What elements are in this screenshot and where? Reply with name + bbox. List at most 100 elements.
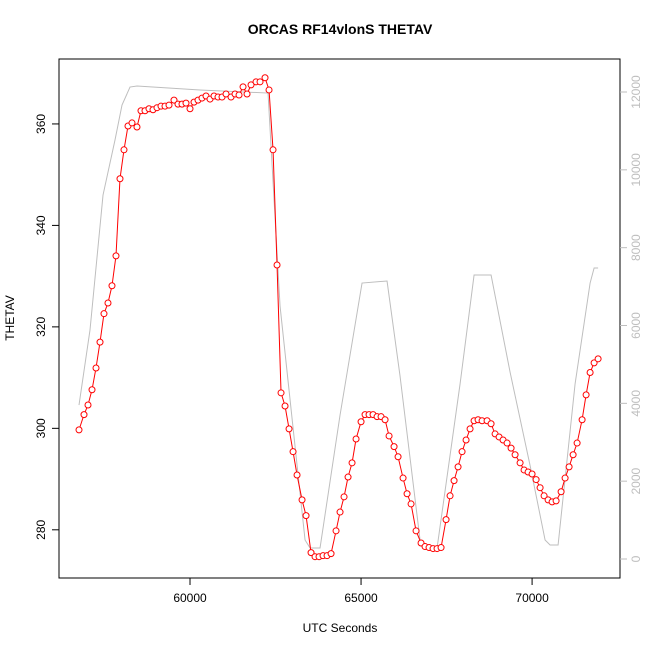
data-point [578, 416, 586, 424]
data-point [385, 432, 393, 440]
data-point [507, 444, 515, 452]
data-point [256, 78, 264, 86]
data-point [582, 391, 590, 399]
y2-tick-label: 8000 [629, 234, 643, 261]
y-tick-label: 320 [34, 317, 48, 337]
data-point [112, 252, 120, 260]
data-point [96, 338, 104, 346]
data-point [552, 497, 560, 505]
data-point [307, 549, 315, 557]
data-point [586, 369, 594, 377]
y2-tick-label: 4000 [629, 390, 643, 417]
data-point [336, 508, 344, 516]
data-point [289, 448, 297, 456]
data-point [557, 488, 565, 496]
data-point [565, 463, 573, 471]
series-line [78, 85, 599, 549]
data-point [466, 425, 474, 433]
data-point [516, 459, 524, 467]
data-point [594, 355, 602, 363]
data-point [293, 471, 301, 479]
data-point [247, 81, 255, 89]
data-point [561, 474, 569, 482]
data-point [84, 401, 92, 409]
data-point [381, 416, 389, 424]
data-point [261, 74, 269, 82]
data-point [269, 146, 277, 154]
data-point [298, 496, 306, 504]
data-point [165, 101, 173, 109]
y2-tick-label: 12000 [629, 75, 643, 109]
y-tick-label: 360 [34, 114, 48, 134]
data-point [394, 453, 402, 461]
data-point [540, 492, 548, 500]
y-axis-label: THETAV [3, 295, 17, 341]
data-point [75, 426, 83, 434]
data-point [80, 411, 88, 419]
y-tick-label: 300 [34, 418, 48, 438]
y-tick-label: 280 [34, 519, 48, 539]
x-tick-label: 70000 [515, 591, 549, 605]
data-point [104, 299, 112, 307]
data-point [235, 91, 243, 99]
data-point [446, 492, 454, 500]
data-point [277, 389, 285, 397]
data-point [128, 119, 136, 127]
data-point [133, 123, 141, 131]
data-point [120, 146, 128, 154]
data-point [281, 402, 289, 410]
data-point [88, 386, 96, 394]
data-point [573, 439, 581, 447]
x-tick-label: 60000 [173, 591, 207, 605]
data-point [108, 282, 116, 290]
data-point [462, 436, 470, 444]
data-point [454, 463, 462, 471]
data-point [243, 90, 251, 98]
chart-title: ORCAS RF14vlonS THETAV [248, 21, 433, 37]
data-point [332, 527, 340, 535]
data-point [503, 439, 511, 447]
data-point [170, 96, 178, 104]
data-point [532, 476, 540, 484]
plot-frame [58, 58, 621, 579]
x-tick-label: 65000 [344, 591, 378, 605]
data-point [239, 83, 247, 91]
data-point [412, 527, 420, 535]
data-point [458, 448, 466, 456]
y2-tick-label: 10000 [629, 153, 643, 187]
data-point [390, 443, 398, 451]
data-point [352, 435, 360, 443]
data-point [399, 474, 407, 482]
data-point [569, 451, 577, 459]
y2-tick-label: 2000 [629, 468, 643, 495]
data-point [273, 261, 281, 269]
data-point [100, 310, 108, 318]
y2-tick-label: 0 [629, 555, 643, 562]
data-point [222, 90, 230, 98]
data-point [340, 493, 348, 501]
data-point [450, 477, 458, 485]
data-point [437, 544, 445, 552]
data-point [442, 516, 450, 524]
y2-tick-label: 6000 [629, 312, 643, 339]
data-point [536, 484, 544, 492]
data-point [528, 470, 536, 478]
data-point [357, 418, 365, 426]
data-point [511, 451, 519, 459]
data-point [348, 459, 356, 467]
x-axis-label: UTC Seconds [303, 621, 378, 635]
data-point [116, 175, 124, 183]
data-point [590, 359, 598, 367]
data-point [302, 512, 310, 520]
data-point [487, 420, 495, 428]
data-point [265, 86, 273, 94]
data-point [92, 364, 100, 372]
data-point [182, 99, 190, 107]
data-point [327, 550, 335, 558]
data-point [285, 425, 293, 433]
data-point [344, 473, 352, 481]
data-point [186, 105, 194, 113]
y-tick-label: 340 [34, 215, 48, 235]
